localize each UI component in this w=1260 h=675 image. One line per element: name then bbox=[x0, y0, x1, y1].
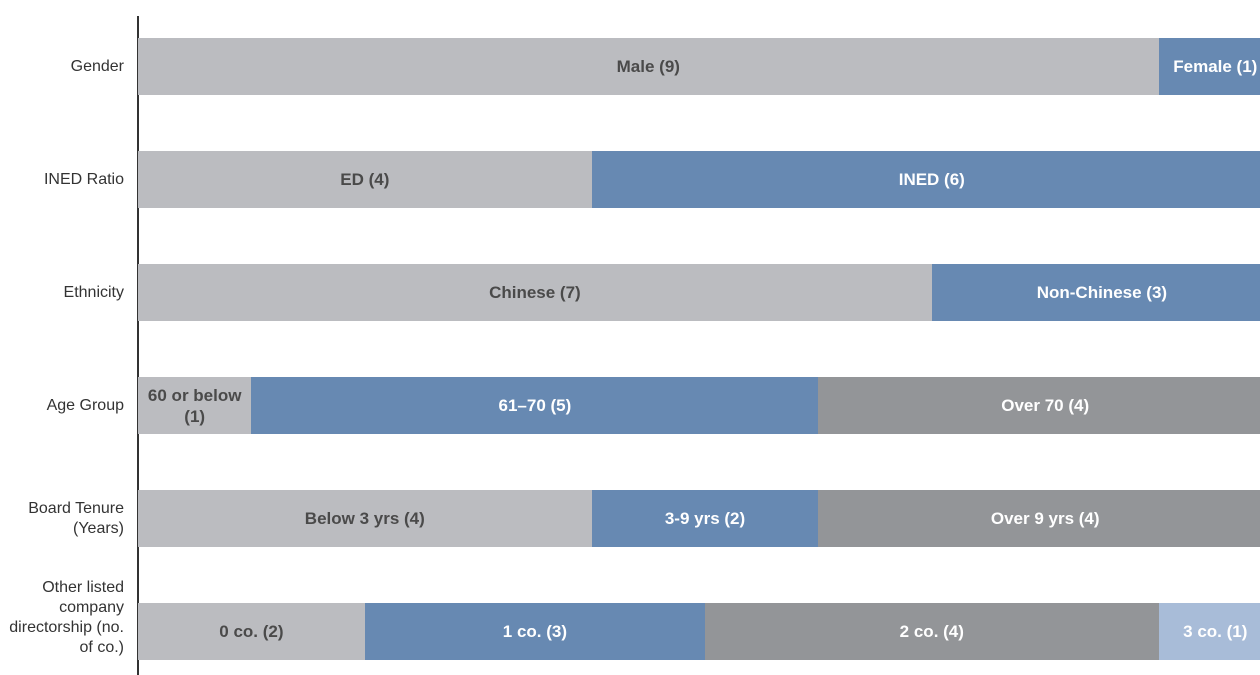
bar-segment: Female (1) bbox=[1158, 38, 1260, 95]
category-label: Age Group bbox=[46, 397, 124, 414]
bar-row: Below 3 yrs (4) 3-9 yrs (2) Over 9 yrs (4) bbox=[138, 490, 1260, 547]
bar-row: Male (9) Female (1) bbox=[138, 38, 1260, 95]
bar-segment: 61–70 (5) bbox=[251, 377, 819, 434]
bar-segment: 3-9 yrs (2) bbox=[591, 490, 819, 547]
bar-segment: 2 co. (4) bbox=[705, 603, 1159, 660]
segment-label: Below 3 yrs (4) bbox=[304, 509, 425, 528]
bar-segment: INED (6) bbox=[591, 151, 1260, 208]
bar-segment: 1 co. (3) bbox=[364, 603, 705, 660]
segment-label: ED (4) bbox=[340, 170, 390, 189]
category-label: Board Tenure (Years) bbox=[28, 500, 124, 537]
segment-label: 3 co. (1) bbox=[1183, 622, 1248, 641]
segment-label: 61–70 (5) bbox=[498, 396, 572, 415]
bar-segment: ED (4) bbox=[138, 151, 592, 208]
bar-segment: Male (9) bbox=[138, 38, 1159, 95]
segment-label: Non-Chinese (3) bbox=[1036, 283, 1168, 302]
bar-row: 60 or below (1) 61–70 (5) Over 70 (4) bbox=[138, 377, 1260, 434]
y-axis-line bbox=[137, 16, 139, 675]
segment-label: Chinese (7) bbox=[489, 283, 581, 302]
segment-label: Over 70 (4) bbox=[1001, 396, 1090, 415]
bar-segment: Non-Chinese (3) bbox=[931, 264, 1260, 321]
bar-segment: Over 70 (4) bbox=[818, 377, 1260, 434]
category-label: Other listed company directorship (no. o… bbox=[9, 579, 124, 656]
bar-segment: Over 9 yrs (4) bbox=[818, 490, 1260, 547]
bar-row: 0 co. (2) 1 co. (3) 2 co. (4) 3 co. (1) bbox=[138, 603, 1260, 660]
bar-row: ED (4) INED (6) bbox=[138, 151, 1260, 208]
category-label: Ethnicity bbox=[63, 284, 124, 301]
segment-label: 0 co. (2) bbox=[219, 622, 284, 641]
segment-label: INED (6) bbox=[898, 170, 965, 189]
bar-segment: Below 3 yrs (4) bbox=[138, 490, 592, 547]
segment-label: 2 co. (4) bbox=[899, 622, 964, 641]
bar-segment: 3 co. (1) bbox=[1158, 603, 1260, 660]
category-label: INED Ratio bbox=[43, 171, 124, 188]
segment-label: Male (9) bbox=[616, 57, 680, 76]
bar-segment: Chinese (7) bbox=[138, 264, 932, 321]
segment-label: 1 co. (3) bbox=[502, 622, 568, 641]
segment-label: Female (1) bbox=[1173, 57, 1258, 76]
segment-label: 60 or below (1) bbox=[147, 385, 242, 426]
segment-label: Over 9 yrs (4) bbox=[990, 509, 1100, 528]
category-label: Gender bbox=[70, 58, 124, 75]
bar-segment: 60 or below (1) bbox=[138, 377, 252, 434]
segment-label: 3-9 yrs (2) bbox=[664, 509, 746, 528]
bar-row: Chinese (7) Non-Chinese (3) bbox=[138, 264, 1260, 321]
bar-segment: 0 co. (2) bbox=[138, 603, 365, 660]
